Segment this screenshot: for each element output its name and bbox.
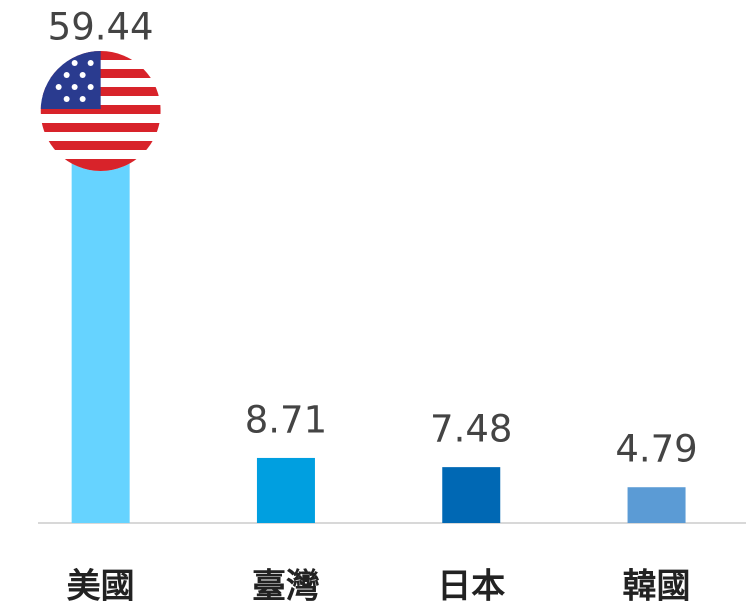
value-label: 59.44 — [48, 6, 154, 49]
bar — [256, 457, 315, 523]
category-label: 美國 — [67, 567, 135, 607]
flag-icon — [40, 51, 161, 171]
category-label: 臺灣 — [252, 567, 320, 607]
category-label: 韓國 — [623, 567, 691, 607]
value-label: 8.71 — [245, 398, 327, 441]
value-label: 4.79 — [615, 428, 697, 471]
bar — [442, 467, 501, 523]
value-label: 7.48 — [430, 408, 512, 451]
category-label: 日本 — [437, 567, 505, 607]
bar — [627, 487, 686, 523]
